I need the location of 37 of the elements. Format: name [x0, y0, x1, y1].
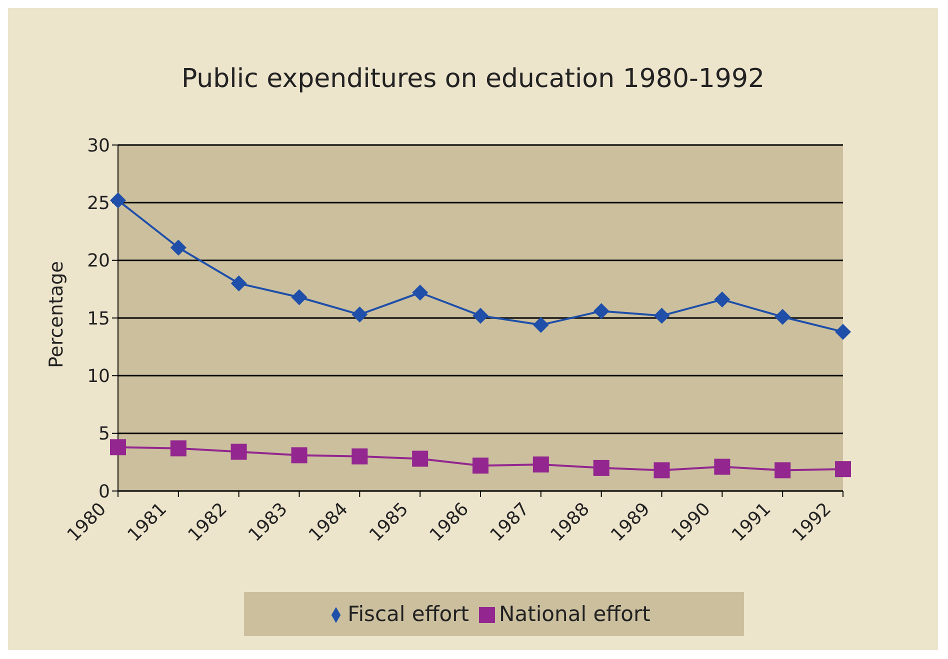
point — [654, 308, 670, 324]
y-tick-label: 10 — [87, 366, 110, 388]
point — [352, 306, 368, 323]
point — [110, 192, 126, 208]
point — [291, 289, 308, 306]
y-tick-label: 30 — [87, 135, 110, 156]
y-tick-label: 20 — [87, 250, 110, 272]
point — [835, 324, 851, 340]
point — [714, 292, 730, 308]
point — [774, 462, 791, 478]
point — [291, 447, 308, 464]
y-tick-label: 15 — [87, 308, 110, 330]
point — [110, 439, 126, 456]
y-tick-label: 5 — [98, 424, 110, 445]
point — [593, 303, 610, 320]
point — [412, 450, 428, 467]
y-tick-label: 25 — [87, 193, 110, 214]
point — [472, 458, 488, 474]
point — [170, 440, 186, 456]
point — [532, 316, 549, 333]
point — [412, 284, 428, 301]
y-axis-title: Percentage — [46, 261, 68, 368]
chart-title: Public expenditures on education 1980-1992 — [180, 64, 766, 94]
point — [714, 458, 730, 475]
y-tick-label: 0 — [98, 481, 110, 502]
legend-label: Fiscal effort — [348, 602, 470, 626]
point — [532, 456, 549, 472]
point — [472, 308, 488, 324]
point — [170, 240, 186, 256]
legend-label: National effort — [499, 602, 650, 626]
point — [352, 448, 368, 464]
point — [835, 461, 851, 478]
point — [774, 308, 791, 325]
point — [230, 444, 247, 460]
point — [593, 460, 610, 476]
point — [654, 462, 670, 478]
point — [230, 275, 247, 292]
